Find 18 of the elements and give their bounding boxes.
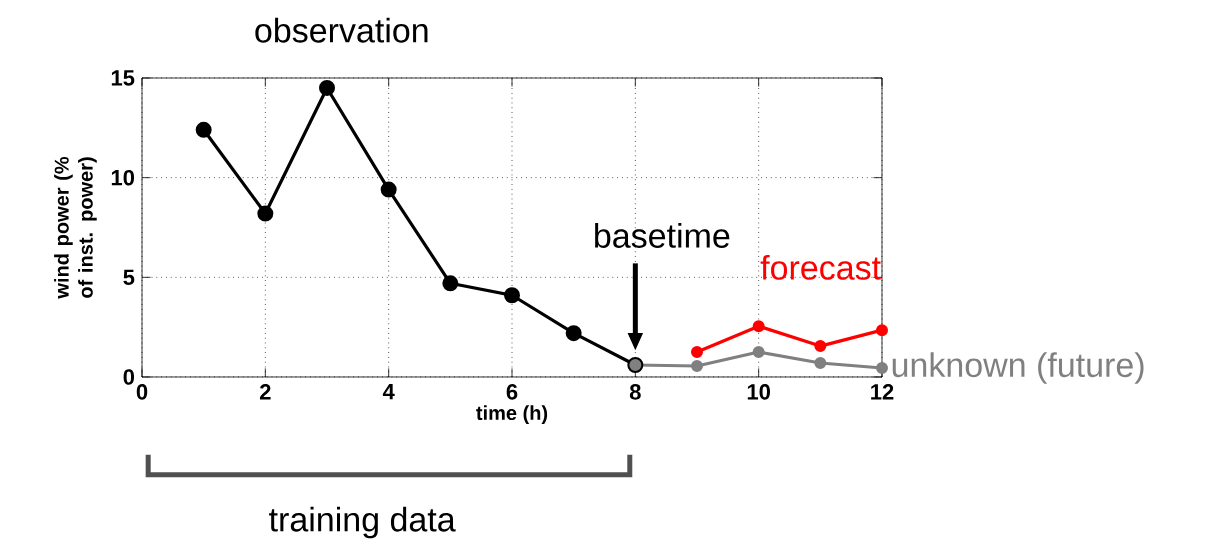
y-tick-label: 15 — [111, 70, 135, 86]
x-tick-label: 0 — [136, 384, 148, 400]
x-tick-label: 10 — [747, 384, 770, 400]
x-axis-title: time (h) — [476, 405, 548, 424]
series-label: unknown (future) — [892, 352, 1144, 384]
text: training data — [269, 506, 456, 539]
y-tick-label: 0 — [123, 369, 135, 385]
chart-title: observation — [255, 17, 428, 43]
y-axis-title: wind power (% of inst. power) — [54, 156, 97, 299]
annotation: basetime — [595, 222, 730, 248]
series-label: forecast — [760, 254, 881, 280]
x-tick-label: 2 — [259, 384, 271, 400]
y-tick-label: 10 — [111, 169, 135, 186]
y-tick-label: 5 — [123, 269, 135, 285]
x-tick-label: 8 — [629, 384, 641, 400]
x-tick-label: 4 — [382, 384, 395, 400]
x-tick-label: 12 — [871, 384, 894, 400]
x-tick-label: 6 — [506, 384, 518, 400]
